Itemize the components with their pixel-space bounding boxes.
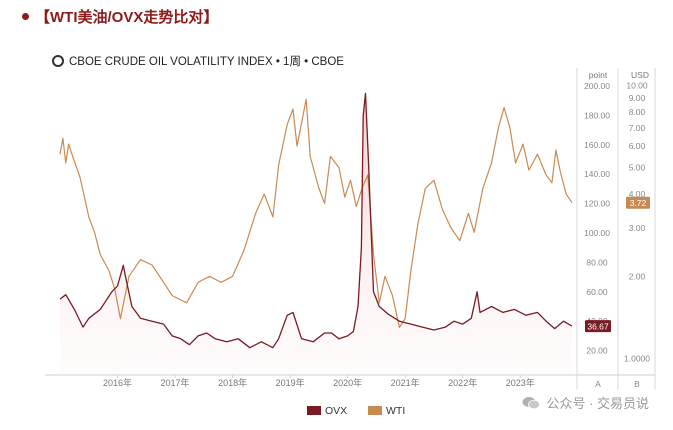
axis-b-unit: USD	[631, 70, 649, 80]
wti-last-value-label: 3.72	[630, 198, 647, 208]
axis-a-unit: point	[589, 70, 608, 80]
axis-a-tick: 60.00	[586, 287, 608, 297]
x-tick-label: 2018年	[218, 377, 247, 388]
wechat-icon	[522, 396, 541, 409]
axis-b-tick: 3.00	[629, 223, 646, 233]
axis-a-footer: A	[595, 379, 601, 389]
page-title: 【WTI美油/OVX走势比对】	[35, 9, 219, 26]
legend-ovx-swatch	[307, 406, 321, 415]
chart-subtitle: CBOE CRUDE OIL VOLATILITY INDEX • 1周 • C…	[69, 56, 344, 68]
x-tick-label: 2020年	[333, 377, 362, 388]
title-bullet-icon	[22, 13, 29, 20]
axis-b-footer: B	[634, 379, 640, 389]
x-tick-label: 2022年	[448, 377, 477, 388]
axis-a-tick: 140.00	[584, 169, 610, 179]
x-tick-label: 2017年	[161, 377, 190, 388]
axis-b-tick: 6.00	[629, 141, 646, 151]
page-title-row: 【WTI美油/OVX走势比对】	[22, 6, 218, 27]
symbol-source-icon	[52, 55, 64, 67]
legend-wti-label: WTI	[386, 405, 405, 417]
chart-subtitle-row: CBOE CRUDE OIL VOLATILITY INDEX • 1周 • C…	[52, 53, 344, 69]
wti-series-line	[59, 98, 573, 328]
axis-a-tick: 100.00	[584, 228, 610, 238]
wti-last-value-badge	[626, 196, 650, 209]
axis-b-tick: 1.0000	[624, 354, 650, 364]
axis-b-tick: 4.00	[629, 189, 646, 199]
axis-b-tick: 5.00	[629, 163, 646, 173]
x-tick-label: 2019年	[276, 377, 305, 388]
axis-a-tick: 80.00	[586, 257, 608, 267]
x-tick-label: 2021年	[391, 377, 420, 388]
axis-b-tick: 7.00	[629, 123, 646, 133]
x-tick-label: 2016年	[103, 377, 132, 388]
x-tick-label: 2023年	[506, 377, 535, 388]
ovx-last-value-badge	[585, 320, 611, 333]
ovx-last-value-label: 36.67	[587, 322, 609, 332]
axis-a-tick: 20.00	[586, 346, 608, 356]
ovx-area-fill	[60, 93, 572, 376]
axis-a-tick: 160.00	[584, 140, 610, 150]
ovx-series-line	[59, 92, 573, 349]
watermark-text: 公众号 · 交易员说	[546, 396, 649, 411]
axis-a-tick: 200.00	[584, 81, 610, 91]
watermark: 公众号 · 交易员说	[522, 393, 649, 412]
axis-b-tick: 8.00	[629, 107, 646, 117]
axis-b-tick: 9.00	[629, 93, 646, 103]
legend-wti-swatch	[368, 406, 382, 415]
axis-a-tick: 180.00	[584, 110, 610, 120]
axis-b-tick: 10.00	[626, 81, 648, 91]
axis-a-tick: 120.00	[584, 199, 610, 209]
legend-ovx-label: OVX	[325, 405, 347, 417]
axis-b-tick: 2.00	[629, 271, 646, 281]
